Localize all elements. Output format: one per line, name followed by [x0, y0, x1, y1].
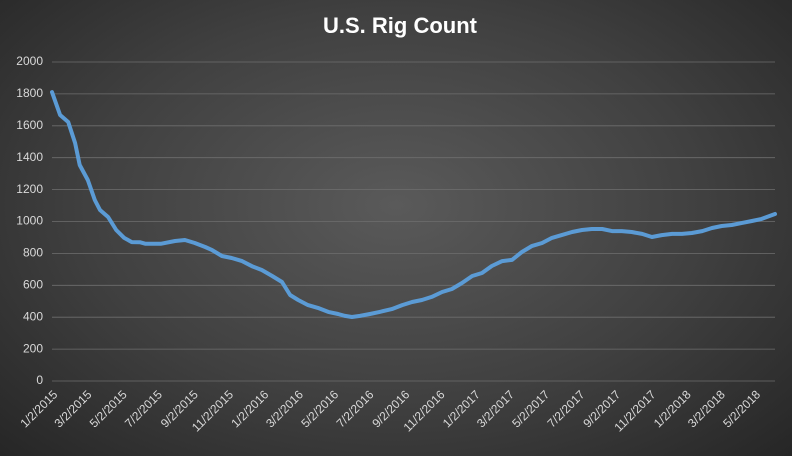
x-tick-label: 3/2/2017: [474, 387, 517, 430]
chart-title: U.S. Rig Count: [323, 13, 478, 38]
y-tick-label: 800: [23, 246, 43, 260]
x-tick-label: 3/2/2016: [263, 387, 306, 430]
x-tick-label: 5/2/2015: [87, 387, 130, 430]
x-tick-label: 7/2/2015: [122, 387, 165, 430]
y-tick-label: 1200: [16, 182, 43, 196]
x-tick-label: 5/2/2017: [509, 387, 552, 430]
y-tick-label: 200: [23, 341, 43, 355]
y-tick-label: 2000: [16, 54, 43, 68]
x-tick-label: 7/2/2017: [545, 387, 588, 430]
y-tick-label: 400: [23, 309, 43, 323]
y-tick-label: 0: [36, 373, 43, 387]
x-tick-label: 1/2/2016: [228, 387, 271, 430]
x-tick-label: 3/2/2015: [52, 387, 95, 430]
x-tick-label: 7/2/2016: [334, 387, 377, 430]
y-tick-label: 1400: [16, 150, 43, 164]
x-tick-label: 5/2/2018: [720, 387, 763, 430]
data-line: [50, 90, 777, 319]
y-tick-label: 1600: [16, 118, 43, 132]
y-tick-label: 1000: [16, 214, 43, 228]
y-tick-label: 1800: [16, 86, 43, 100]
y-tick-label: 600: [23, 277, 43, 291]
x-tick-label: 3/2/2018: [685, 387, 728, 430]
x-tick-label: 5/2/2016: [298, 387, 341, 430]
